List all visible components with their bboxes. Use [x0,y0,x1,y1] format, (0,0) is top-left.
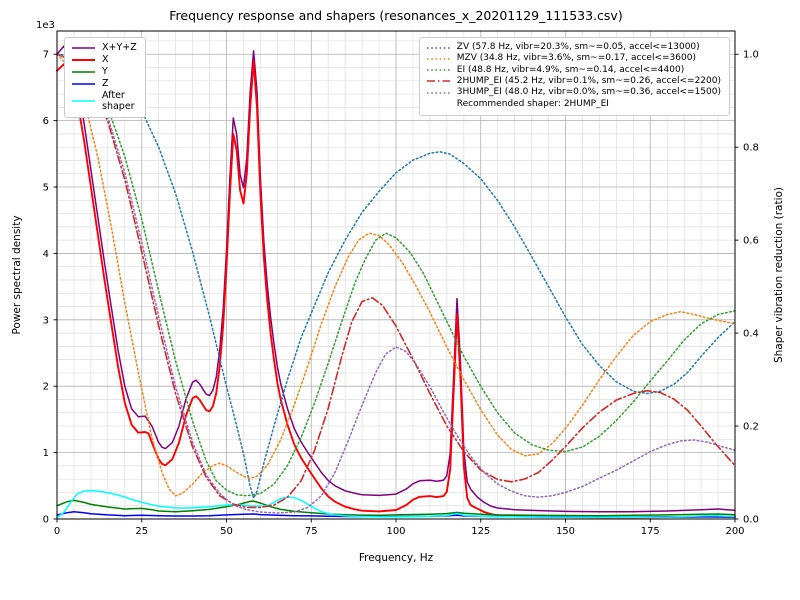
legend-item-ei: EI (48.8 Hz, vibr=4.9%, sm~=0.14, accel<… [426,65,721,76]
y-right-tick-label: 0.8 [743,143,759,154]
legend-label: Y [102,65,108,77]
legend-label: 3HUMP_EI (48.0 Hz, vibr=0.0%, sm~=0.36, … [456,87,721,97]
legend-label: EI (48.8 Hz, vibr=4.9%, sm~=0.14, accel<… [456,64,685,75]
legend-line-sample [72,82,95,85]
x-tick-label: 125 [471,526,490,537]
series-3hump-ei-line [56,53,736,514]
x-tick-label: 25 [135,526,148,537]
y-axis-label-right: Shaper vibration reduction (ratio) [773,186,785,364]
legend-line-sample [426,58,450,60]
series-2hump-ei-line [56,53,736,509]
y-left-tick-label: 7 [43,50,49,61]
legend-line-sample [426,46,450,49]
legend-item-y: Y [71,66,137,78]
legend-item-2hump-ei: 2HUMP_EI (45.2 Hz, vibr=0.1%, sm~=0.26, … [426,76,721,87]
legend-item-xyz-sum: X+Y+Z [71,42,137,54]
y-right-tick-label: 0.6 [743,236,759,247]
x-tick-label: 100 [386,526,405,537]
series-zv-line [56,53,736,499]
legend-line-sample [426,91,450,94]
legend-label: X [102,53,109,65]
legend-line-sample [72,70,95,73]
legend-item-mzv: MZV (34.8 Hz, vibr=3.6%, sm~=0.17, accel… [426,53,721,64]
chart-title: Frequency response and shapers (resonanc… [169,8,623,23]
y-right-tick-label: 0.4 [743,329,759,340]
recommended-shaper-note: Recommended shaper: 2HUMP_EI [456,99,609,110]
legend-line-sample [426,80,450,83]
x-axis-label: Frequency, Hz [358,552,434,564]
series-xyz-sum-line [56,45,736,513]
legend-label: After shaper [102,89,135,113]
y-left-tick-label: 6 [43,116,49,127]
y-left-tick-label: 5 [43,183,49,194]
y-left-tick-label: 3 [43,315,49,326]
x-tick-label: 175 [641,526,660,537]
x-tick-label: 0 [54,526,60,537]
legend-item-z: Z [71,78,137,90]
y-right-tick-label: 0.0 [743,515,759,526]
series-after-shaper-line [56,489,736,519]
legend-line-sample [72,47,95,49]
legend-label: MZV (34.8 Hz, vibr=3.6%, sm~=0.17, accel… [456,53,696,64]
y-axis-multiplier: 1e3 [36,20,55,31]
legend-line-sample [72,58,95,61]
y-left-tick-label: 1 [43,448,49,459]
legend-item-x: X [71,54,137,66]
y-left-tick-label: 4 [43,249,49,260]
legend-line-sample [72,100,95,103]
series-mzv-line [56,53,736,497]
x-tick-label: 50 [220,526,233,537]
legend-label: X+Y+Z [102,42,137,53]
series-ei-line [56,53,736,497]
series-x-line [56,59,736,519]
x-tick-label: 200 [725,526,744,537]
series-y-line [56,499,736,517]
legend-label: 2HUMP_EI (45.2 Hz, vibr=0.1%, sm~=0.26, … [456,75,721,86]
x-tick-label: 150 [556,526,575,537]
y-left-tick-label: 0 [43,515,49,526]
legend-psd: X+Y+Z X Y Z After shaper [64,37,146,119]
y-axis-label-left: Power spectral density [11,215,23,335]
y-right-tick-label: 1.0 [743,50,759,61]
y-left-tick-label: 2 [43,382,49,393]
legend-item-after-shaper: After shaper [71,90,137,114]
legend-item-3hump-ei: 3HUMP_EI (48.0 Hz, vibr=0.0%, sm~=0.36, … [426,87,721,98]
legend-item-zv: ZV (57.8 Hz, vibr=20.3%, sm~=0.05, accel… [426,42,721,53]
legend-line-sample [426,69,450,71]
legend-label: Z [102,77,109,89]
legend-label: ZV (57.8 Hz, vibr=20.3%, sm~=0.05, accel… [456,42,700,52]
y-right-tick-label: 0.2 [743,422,759,433]
legend-shapers: ZV (57.8 Hz, vibr=20.3%, sm~=0.05, accel… [418,37,730,116]
x-tick-label: 75 [305,526,318,537]
